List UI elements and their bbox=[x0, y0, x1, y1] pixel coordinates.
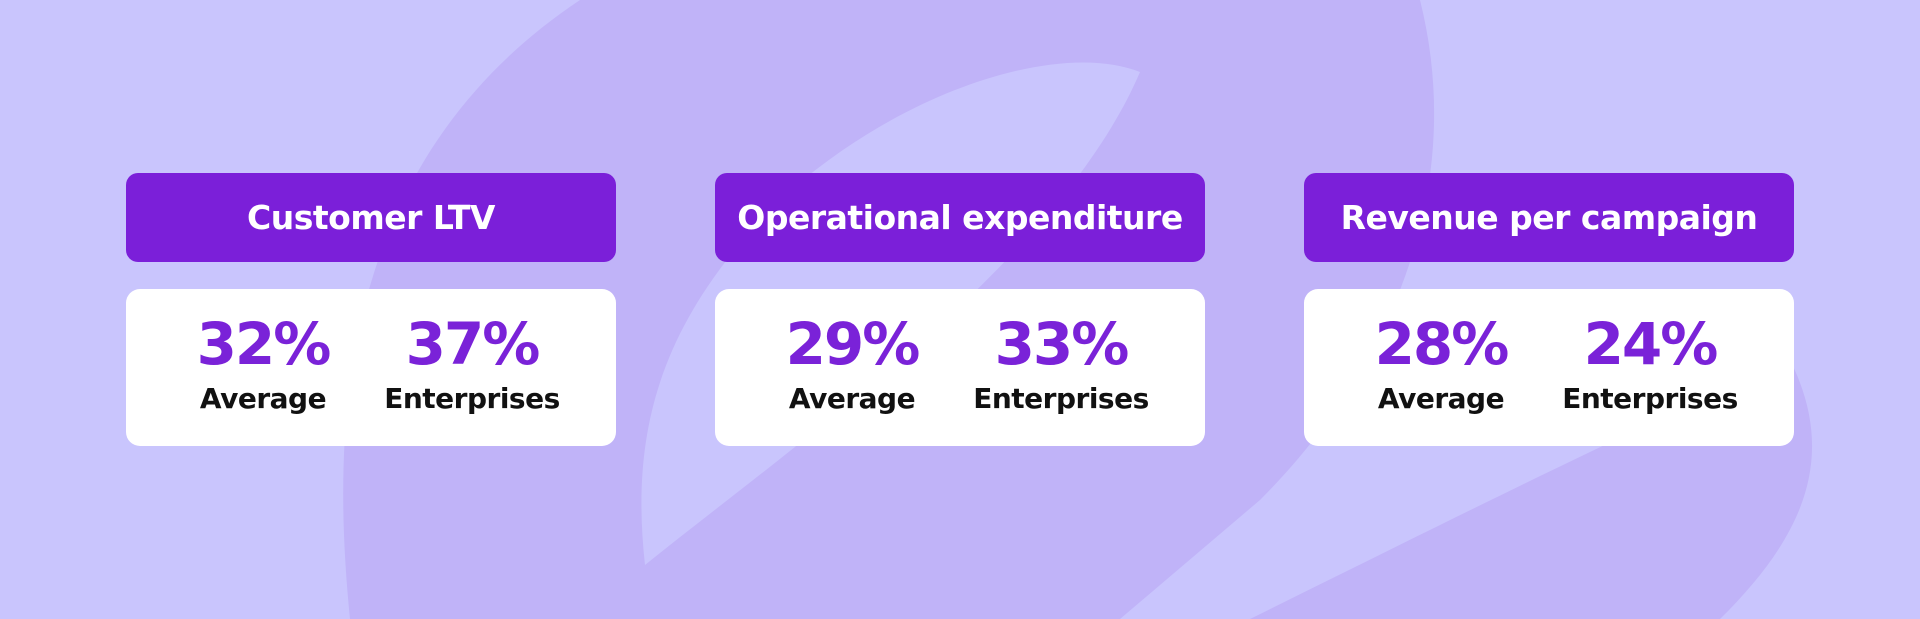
card: Operational expenditure 29% Average 33% En… bbox=[715, 173, 1205, 446]
stat-label: Enterprises bbox=[1562, 382, 1738, 415]
stat-value: 24% bbox=[1583, 310, 1719, 378]
stat: 32% Average bbox=[163, 309, 363, 419]
stat: 29% Average bbox=[752, 309, 952, 419]
stat-label: Average bbox=[199, 382, 327, 415]
stat-label: Average bbox=[1377, 382, 1505, 415]
stat-label: Average bbox=[788, 382, 916, 415]
card-body: 29% Average 33% Enterprises bbox=[715, 289, 1205, 446]
stat-label: Enterprises bbox=[384, 382, 560, 415]
stat-value: 33% bbox=[994, 310, 1130, 378]
card-title: Operational expenditure bbox=[715, 173, 1205, 262]
stat-value: 28% bbox=[1374, 310, 1510, 378]
card: Customer LTV 32% Average 37% Enterprises bbox=[126, 173, 616, 446]
stat-label: Enterprises bbox=[973, 382, 1149, 415]
card-body: 32% Average 37% Enterprises bbox=[126, 289, 616, 446]
card-title: Customer LTV bbox=[126, 173, 616, 262]
card: Revenue per campaign 28% Average 24% Enter… bbox=[1304, 173, 1794, 446]
card-body: 28% Average 24% Enterprises bbox=[1304, 289, 1794, 446]
stat: 24% Enterprises bbox=[1550, 309, 1750, 419]
stat-value: 37% bbox=[405, 310, 541, 378]
stat-value: 32% bbox=[196, 310, 332, 378]
stat-value: 29% bbox=[785, 310, 921, 378]
stat: 33% Enterprises bbox=[961, 309, 1161, 419]
card-title: Revenue per campaign bbox=[1304, 173, 1794, 262]
stat: 37% Enterprises bbox=[372, 309, 572, 419]
stat: 28% Average bbox=[1341, 309, 1541, 419]
